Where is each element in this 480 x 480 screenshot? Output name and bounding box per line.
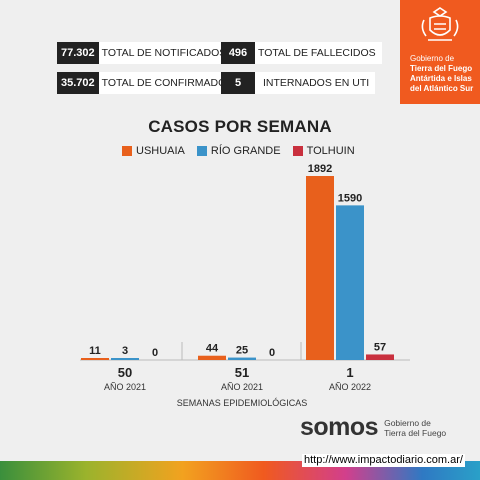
legend-swatch [292,146,303,156]
legend-swatch [196,146,207,156]
bar-value-label: 3 [122,345,128,357]
x-axis-label: SEMANAS EPIDEMIOLÓGICAS [177,398,308,408]
gov-line: Tierra del Fuego [410,64,473,73]
legend-item-tolhuin: TOLHUIN [292,145,355,157]
bar-value-label: 44 [206,343,219,355]
legend-item-ushuaia: USHUAIA [122,145,185,157]
coat-of-arms-icon [421,7,459,41]
stat-notificados: 77.302 TOTAL DE NOTIFICADOS [57,42,233,64]
chart-legend: USHUAIA RÍO GRANDE TOLHUIN [122,145,355,157]
government-name: Gobierno de Tierra del Fuego Antártida e… [410,54,478,94]
stat-value: 77.302 [57,42,99,64]
somos-brand: somos [300,413,379,441]
bar-ushuaia [81,358,109,360]
legend-label: RÍO GRANDE [210,145,281,157]
gov-line: Gobierno de [410,54,455,63]
bar-value-label: 1892 [308,163,332,175]
x-tick-label: 51 [235,365,249,380]
bar-ushuaia [198,355,226,360]
source-url[interactable]: http://www.impactodiario.com.ar/ [302,454,465,467]
bar-ushuaia [306,176,334,360]
x-tick-label: 50 [118,365,132,380]
bar-value-label: 0 [152,347,158,359]
government-badge: Gobierno de Tierra del Fuego Antártida e… [400,0,480,104]
bar-río-grande [228,357,256,360]
somos-subtitle: Gobierno de Tierra del Fuego [384,418,454,438]
x-tick-label: 1 [346,365,353,380]
legend-label: TOLHUIN [306,145,355,157]
bar-value-label: 1590 [338,192,362,204]
stat-value: 496 [221,42,255,64]
bar-chart: 11 3 0 50 AÑO 2021 44 25 0 51 AÑO 2021 1892 1590 57 1… [80,163,410,408]
x-tick-sublabel: AÑO 2021 [221,382,263,392]
legend-label: USHUAIA [136,145,185,157]
bar-value-label: 11 [89,345,101,357]
stat-value: 5 [221,72,255,94]
bar-value-label: 0 [269,347,275,359]
bar-value-label: 25 [236,345,248,357]
stat-label: TOTAL DE NOTIFICADOS [98,42,233,64]
bar-value-label: 57 [374,341,386,353]
stat-label: TOTAL DE CONFIRMADOS [98,72,240,94]
bar-tolhuin [366,354,394,360]
bar-río-grande [111,358,139,360]
chart-title: CASOS POR SEMANA [148,117,332,136]
stat-label: INTERNADOS EN UTI [255,72,376,94]
x-tick-sublabel: AÑO 2022 [329,382,371,392]
somos-sub-line: Tierra del Fuego [384,427,447,438]
stat-fallecidos: 496 TOTAL DE FALLECIDOS [221,42,382,64]
legend-item-rio-grande: RÍO GRANDE [196,145,281,157]
gov-line: del Atlántico Sur [410,84,474,93]
stat-label: TOTAL DE FALLECIDOS [255,42,382,64]
stat-uti: 5 INTERNADOS EN UTI [221,72,376,94]
somos-logo: somos Gobierno de Tierra del Fuego [300,413,454,442]
somos-sub-line: Gobierno de [384,417,431,428]
legend-swatch [122,146,132,156]
gov-line: Antártida e Islas [410,74,472,83]
stat-confirmados: 35.702 TOTAL DE CONFIRMADOS [57,72,240,94]
bar-río-grande [336,205,364,360]
stat-value: 35.702 [57,72,99,94]
x-tick-sublabel: AÑO 2021 [104,382,146,392]
